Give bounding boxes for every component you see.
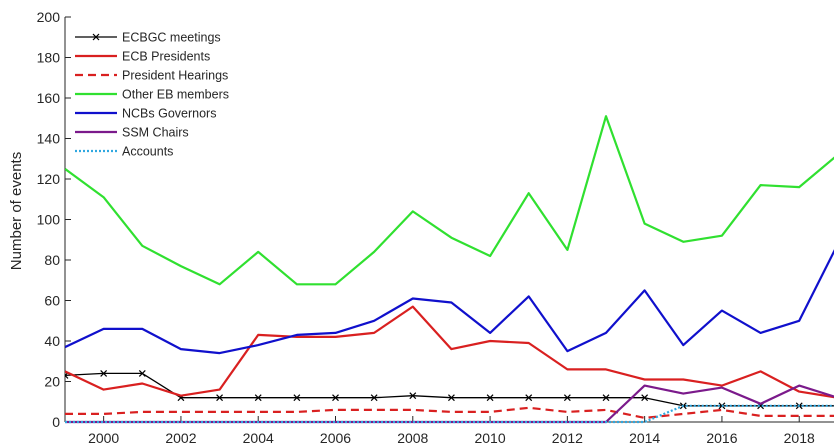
data-point-ecbgc-meetings	[486, 394, 494, 402]
legend-label: Accounts	[122, 145, 173, 159]
y-tick-label: 100	[37, 212, 61, 228]
series-line-accounts	[65, 404, 834, 424]
data-point-ecbgc-meetings	[216, 394, 223, 402]
series-line-president-hearings	[65, 406, 834, 419]
y-tick-label: 40	[44, 333, 60, 349]
legend-label: Other EB members	[122, 88, 229, 102]
y-tick-label: 20	[44, 374, 60, 390]
data-point-ecbgc-meetings	[293, 394, 301, 402]
legend-item-ncbs-governors: NCBs Governors	[75, 107, 216, 121]
y-tick-label: 60	[44, 293, 60, 309]
series-lines	[65, 115, 834, 424]
x-tick-label: 2002	[165, 430, 196, 446]
y-tick-label: 0	[52, 414, 60, 430]
data-point-ecbgc-meetings	[602, 394, 610, 402]
x-tick-label: 2012	[552, 430, 583, 446]
legend-item-president-hearings: President Hearings	[75, 69, 228, 83]
legend-item-other-eb-members: Other EB members	[75, 88, 229, 102]
x-tick-label: 2014	[629, 430, 660, 446]
data-point-ecbgc-meetings	[138, 369, 146, 377]
x-tick-label: 2000	[88, 430, 119, 446]
data-point-ecbgc-meetings	[254, 394, 262, 402]
x-tick-label: 2018	[784, 430, 815, 446]
y-tick-label: 80	[44, 252, 60, 268]
y-tick-label: 140	[37, 131, 61, 147]
series-line-other-eb-members	[65, 115, 834, 286]
series-line-ecbgc-meetings	[65, 372, 834, 407]
legend-label: ECBGC meetings	[122, 31, 221, 45]
data-point-ecbgc-meetings	[641, 394, 649, 402]
legend-marker	[92, 33, 100, 41]
x-tick-label: 2016	[706, 430, 737, 446]
x-tick-label: 2010	[474, 430, 505, 446]
data-point-ecbgc-meetings	[332, 394, 339, 402]
series-line-ssm-chairs	[65, 384, 834, 424]
legend-item-ecbgc-meetings: ECBGC meetings	[75, 31, 221, 45]
series-line-ecb-presidents	[65, 305, 834, 399]
legend-label: SSM Chairs	[122, 126, 189, 140]
legend-item-ssm-chairs: SSM Chairs	[75, 126, 189, 140]
x-tick-label: 2008	[397, 430, 428, 446]
axes: 0 20 40 60 80 100 120 140 160 180 200 2000 2002 2004 2…	[37, 9, 834, 446]
legend-label: President Hearings	[122, 69, 228, 83]
y-tick-label: 180	[37, 50, 61, 66]
legend: ECBGC meetings ECB Presidents President He…	[75, 31, 229, 159]
data-point-ecbgc-meetings	[448, 394, 455, 402]
legend-item-accounts: Accounts	[75, 145, 173, 159]
legend-label: NCBs Governors	[122, 107, 216, 121]
series-line-ncbs-governors	[65, 249, 834, 355]
data-point-ecbgc-meetings	[525, 394, 533, 402]
data-point-ecbgc-meetings	[563, 394, 571, 402]
y-tick-label: 200	[37, 9, 61, 25]
legend-label: ECB Presidents	[122, 50, 210, 64]
x-tick-label: 2006	[320, 430, 351, 446]
data-point-ecbgc-meetings	[100, 369, 108, 377]
y-tick-label: 160	[37, 90, 61, 106]
x-tick-label: 2004	[243, 430, 274, 446]
y-tick-label: 120	[37, 171, 61, 187]
legend-item-ecb-presidents: ECB Presidents	[75, 50, 210, 64]
y-axis-label: Number of events	[8, 152, 25, 270]
data-point-ecbgc-meetings	[409, 392, 417, 400]
data-point-ecbgc-meetings	[370, 394, 378, 402]
